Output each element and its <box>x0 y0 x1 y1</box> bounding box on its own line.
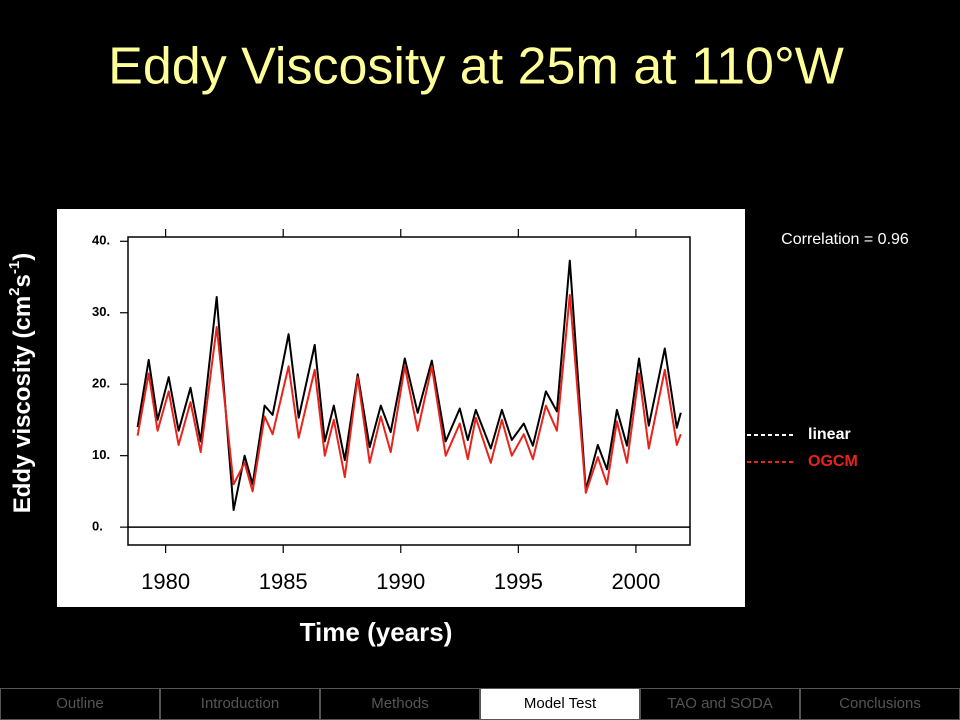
plot-frame <box>127 236 691 546</box>
nav-tab[interactable] <box>640 688 800 720</box>
data-line <box>136 293 682 494</box>
nav-tab-label[interactable]: Conclusions <box>839 695 921 712</box>
x-tick-label: 1985 <box>259 569 308 594</box>
y-tick-label: 40. <box>92 233 110 248</box>
y-tick-label: 10. <box>92 447 110 462</box>
legend-label: OGCM <box>808 453 858 470</box>
superscript: -1 <box>6 261 23 274</box>
label-part: s <box>9 274 36 287</box>
nav-tab-label[interactable]: Methods <box>371 695 429 712</box>
label-part: Eddy viscosity (cm <box>9 296 36 513</box>
y-tick-label: 30. <box>92 304 110 319</box>
nav-tab-label[interactable]: Introduction <box>201 695 279 712</box>
y-tick-label: 0. <box>92 519 103 534</box>
nav-tab[interactable] <box>480 688 640 720</box>
nav-tab[interactable] <box>320 688 480 720</box>
x-tick-label: 1995 <box>494 569 543 594</box>
y-axis-label: Eddy viscosity (cm2s-1) <box>6 253 36 513</box>
slide-title: Eddy Viscosity at 25m at 110°W <box>108 38 844 96</box>
nav-tab[interactable] <box>0 688 160 720</box>
nav-tab-label[interactable]: TAO and SODA <box>667 695 773 712</box>
nav-tab-label[interactable]: Outline <box>56 695 104 712</box>
x-tick-label: 1990 <box>376 569 425 594</box>
annotation: Correlation = 0.96 <box>781 231 909 248</box>
nav-tab[interactable] <box>800 688 960 720</box>
nav-bar: Outline Introduction Methods Model Test TAO … <box>0 688 960 720</box>
data-line <box>136 259 682 511</box>
label-part: ) <box>9 253 36 261</box>
y-tick-label: 20. <box>92 376 110 391</box>
superscript: 2 <box>6 287 23 295</box>
x-axis-label: Time (years) <box>300 617 453 647</box>
legend-label: linear <box>808 426 851 443</box>
nav-tab-label[interactable]: Model Test <box>524 695 597 712</box>
x-tick-label: 2000 <box>611 569 660 594</box>
x-tick-label: 1980 <box>141 569 190 594</box>
